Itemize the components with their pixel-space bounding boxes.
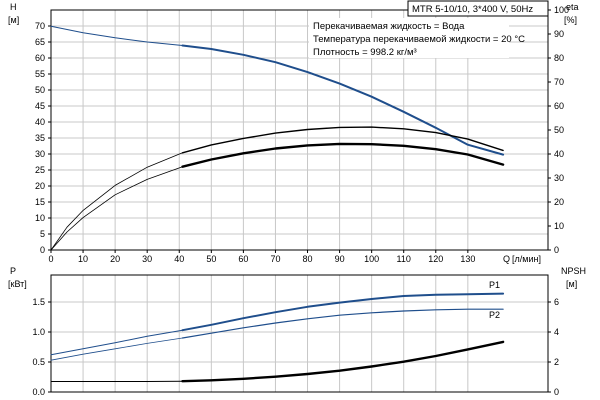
head-efficiency-left-tick-1: 5 (40, 229, 45, 239)
flow-axis-ticks: 0 10 20 30 40 50 60 70 80 90 100 110 120 130 (48, 250, 475, 264)
power-npsh-left-tick-3: 1.5 (32, 297, 45, 307)
eta-axis-unit: [%] (564, 15, 577, 25)
head-efficiency-curve-2-segment-0 (50, 166, 183, 251)
head-efficiency-right-tick-1: 10 (554, 221, 564, 231)
flow-tick-100: 100 (364, 254, 379, 264)
head-efficiency-left-tick-4: 20 (35, 181, 45, 191)
flow-tick-20: 20 (110, 254, 120, 264)
power-npsh-right-tick-2: 4 (554, 327, 559, 337)
power-npsh-curve-0-segment-0 (50, 329, 183, 356)
fluid-info-density: Плотность = 998.2 кг/м³ (313, 47, 417, 58)
power-npsh-curve-1-segment-1 (181, 308, 504, 339)
head-efficiency-curve-0-segment-0 (50, 25, 183, 46)
head-efficiency-right-tick-7: 70 (554, 77, 564, 87)
flow-tick-130: 130 (460, 254, 475, 264)
head-efficiency-left-tick-9: 45 (35, 101, 45, 111)
head-efficiency-left-tick-5: 25 (35, 165, 45, 175)
fluid-info-temperature: Температура перекачиваемой жидкости = 20… (313, 34, 525, 45)
flow-axis-unit: [л/мин] (512, 254, 541, 264)
head-efficiency-left-tick-0: 0 (40, 245, 45, 255)
head-efficiency-left-tick-11: 55 (35, 69, 45, 79)
power-npsh-curve-0-segment-1 (181, 292, 505, 332)
head-efficiency-left-tick-2: 10 (35, 213, 45, 223)
power-npsh-right-tick-3: 6 (554, 297, 559, 307)
head-efficiency-right-tick-4: 40 (554, 149, 564, 159)
power-axis-unit: [кВт] (8, 279, 27, 289)
power-npsh-frame (50, 274, 549, 393)
head-efficiency-curve-1-segment-0 (50, 152, 183, 251)
flow-tick-0: 0 (48, 254, 53, 264)
power-npsh-left-tick-0: 0.0 (32, 387, 45, 397)
flow-tick-10: 10 (78, 254, 88, 264)
head-efficiency-right-tick-6: 60 (554, 101, 564, 111)
fluid-info-panel (309, 18, 509, 58)
head-efficiency-curve-2-segment-1 (181, 142, 505, 168)
head-axis-ticks: 0 5 10 15 20 25 30 35 40 45 50 55 60 65 70 (35, 21, 51, 255)
flow-tick-70: 70 (270, 254, 280, 264)
power-npsh-curve-2-segment-1 (181, 340, 505, 383)
head-efficiency-left-tick-10: 50 (35, 85, 45, 95)
npsh-axis-label: NPSH (561, 266, 586, 276)
head-efficiency-curves (50, 25, 505, 251)
head-efficiency-right-tick-2: 20 (554, 197, 564, 207)
power-npsh-left-tick-2: 1.0 (32, 327, 45, 337)
head-efficiency-right-tick-0: 0 (554, 245, 559, 255)
pump-model-box (407, 0, 549, 17)
head-efficiency-right-tick-5: 50 (554, 125, 564, 135)
head-efficiency-left-tick-13: 65 (35, 37, 45, 47)
eta-axis-ticks: 0 10 20 30 40 50 60 70 80 90 100 (548, 5, 569, 255)
head-efficiency-left-tick-8: 40 (35, 117, 45, 127)
head-efficiency-left-tick-3: 15 (35, 197, 45, 207)
flow-axis-label: Q (503, 254, 510, 264)
head-efficiency-right-tick-10: 100 (554, 5, 569, 15)
head-efficiency-left-tick-14: 70 (35, 21, 45, 31)
npsh-axis-unit: [м] (566, 279, 577, 289)
head-axis-label: H (10, 2, 17, 12)
head-efficiency-left-tick-12: 60 (35, 53, 45, 63)
power-axis-ticks: 0.0 0.5 1.0 1.5 (32, 297, 51, 397)
power-npsh-curves (50, 292, 505, 383)
flow-tick-120: 120 (428, 254, 443, 264)
flow-tick-80: 80 (303, 254, 313, 264)
head-efficiency-curve-0-segment-1 (181, 44, 505, 156)
npsh-axis-ticks: 0 2 4 6 (548, 297, 559, 397)
flow-tick-30: 30 (142, 254, 152, 264)
power-npsh-left-tick-1: 0.5 (32, 357, 45, 367)
head-efficiency-curve-1-segment-1 (181, 126, 504, 154)
head-efficiency-right-tick-8: 80 (554, 53, 564, 63)
flow-tick-110: 110 (397, 254, 411, 264)
power-npsh-curve-1-segment-0 (50, 337, 183, 361)
flow-tick-60: 60 (238, 254, 248, 264)
head-efficiency-right-tick-9: 90 (554, 29, 564, 39)
head-axis-unit: [м] (8, 15, 19, 25)
power-npsh-right-tick-0: 0 (554, 387, 559, 397)
flow-tick-50: 50 (206, 254, 216, 264)
head-efficiency-right-tick-3: 30 (554, 173, 564, 183)
power-axis-label: P (10, 266, 16, 276)
power-npsh-right-tick-1: 2 (554, 357, 559, 367)
flow-tick-90: 90 (335, 254, 345, 264)
fluid-info-liquid: Перекачиваемая жидкость = Вода (313, 21, 465, 32)
series-label-p1: P1 (489, 280, 500, 290)
pump-model-title: MTR 5-10/10, 3*400 V, 50Hz (412, 4, 533, 15)
head-efficiency-left-tick-6: 30 (35, 149, 45, 159)
flow-tick-40: 40 (174, 254, 184, 264)
series-label-p2: P2 (489, 310, 500, 320)
head-efficiency-left-tick-7: 35 (35, 133, 45, 143)
eta-axis-label: eta (566, 2, 579, 12)
